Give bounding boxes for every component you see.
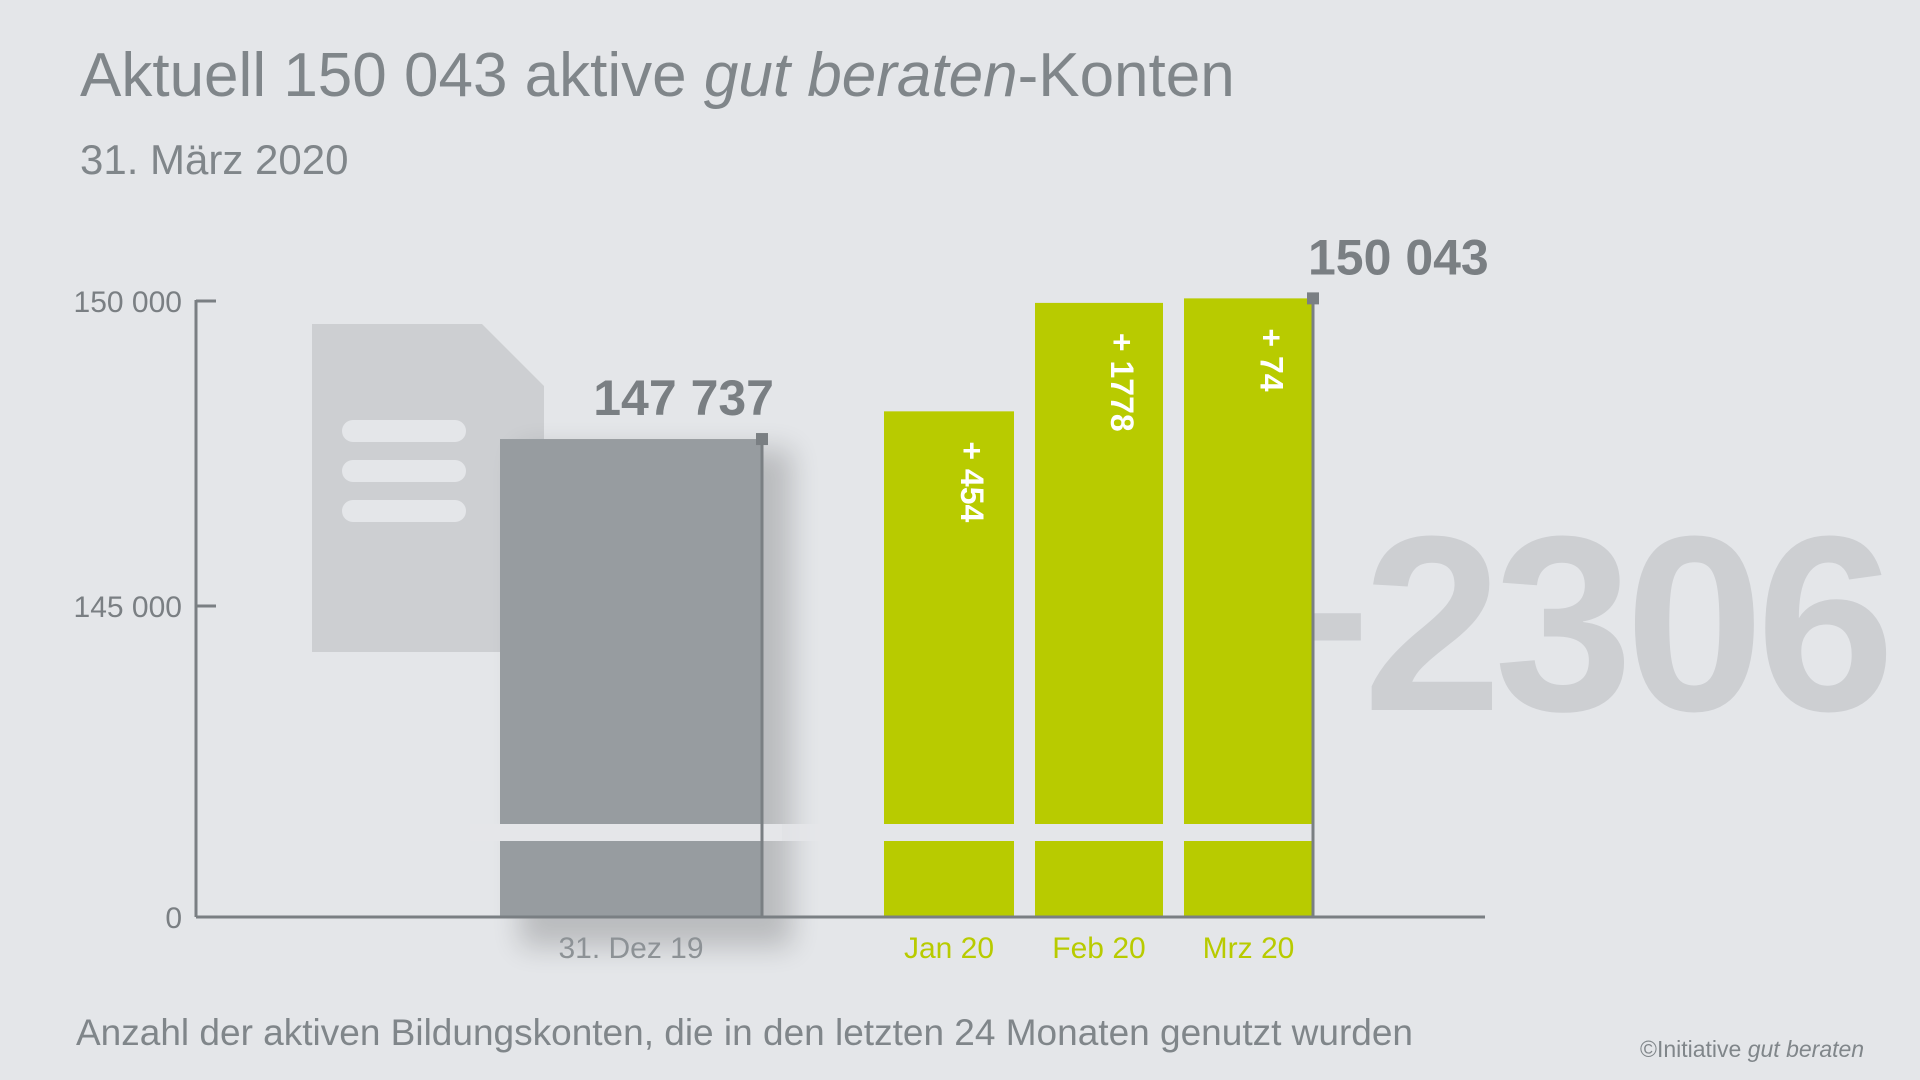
total-change-label: +2306 bbox=[1225, 484, 1895, 763]
axis-break-gap bbox=[1015, 824, 1183, 841]
increment-label: + 1778 bbox=[1104, 333, 1140, 432]
increment-label: + 74 bbox=[1254, 328, 1290, 391]
copyright-prefix: ©Initiative bbox=[1640, 1036, 1748, 1062]
value-label: 150 043 bbox=[1308, 229, 1489, 285]
x-tick-label: Mrz 20 bbox=[1203, 932, 1295, 965]
footer-note: Anzahl der aktiven Bildungskonten, die i… bbox=[76, 1012, 1414, 1053]
title-text: Aktuell 150 043 aktive bbox=[80, 41, 704, 110]
value-label: 147 737 bbox=[593, 370, 774, 426]
x-tick-label: 31. Dez 19 bbox=[558, 932, 703, 965]
x-tick-label: Jan 20 bbox=[904, 932, 994, 965]
axis-break-band bbox=[470, 824, 820, 841]
bar bbox=[500, 439, 762, 917]
page-title: Aktuell 150 043 aktive gut beraten-Konte… bbox=[80, 40, 1235, 111]
copyright-brand: gut beraten bbox=[1747, 1036, 1865, 1062]
y-tick-label: 0 bbox=[165, 902, 182, 935]
value-marker bbox=[1307, 292, 1319, 305]
title-suffix: -Konten bbox=[1017, 41, 1235, 110]
bar bbox=[1184, 298, 1313, 917]
increment-label: + 454 bbox=[954, 441, 990, 522]
document-icon bbox=[312, 324, 544, 652]
value-marker bbox=[756, 433, 768, 446]
title-brand: gut beraten bbox=[703, 41, 1018, 110]
subtitle-date: 31. März 2020 bbox=[80, 136, 349, 183]
x-tick-label: Feb 20 bbox=[1052, 932, 1145, 965]
bar bbox=[1035, 302, 1163, 917]
y-tick-label: 150 000 bbox=[74, 286, 182, 319]
bar bbox=[884, 411, 1014, 917]
axis-break-gap bbox=[864, 824, 1034, 841]
copyright: ©Initiative gut beraten bbox=[1640, 1036, 1864, 1063]
y-tick-label: 145 000 bbox=[74, 591, 182, 624]
axis-break-gap bbox=[1164, 824, 1333, 841]
